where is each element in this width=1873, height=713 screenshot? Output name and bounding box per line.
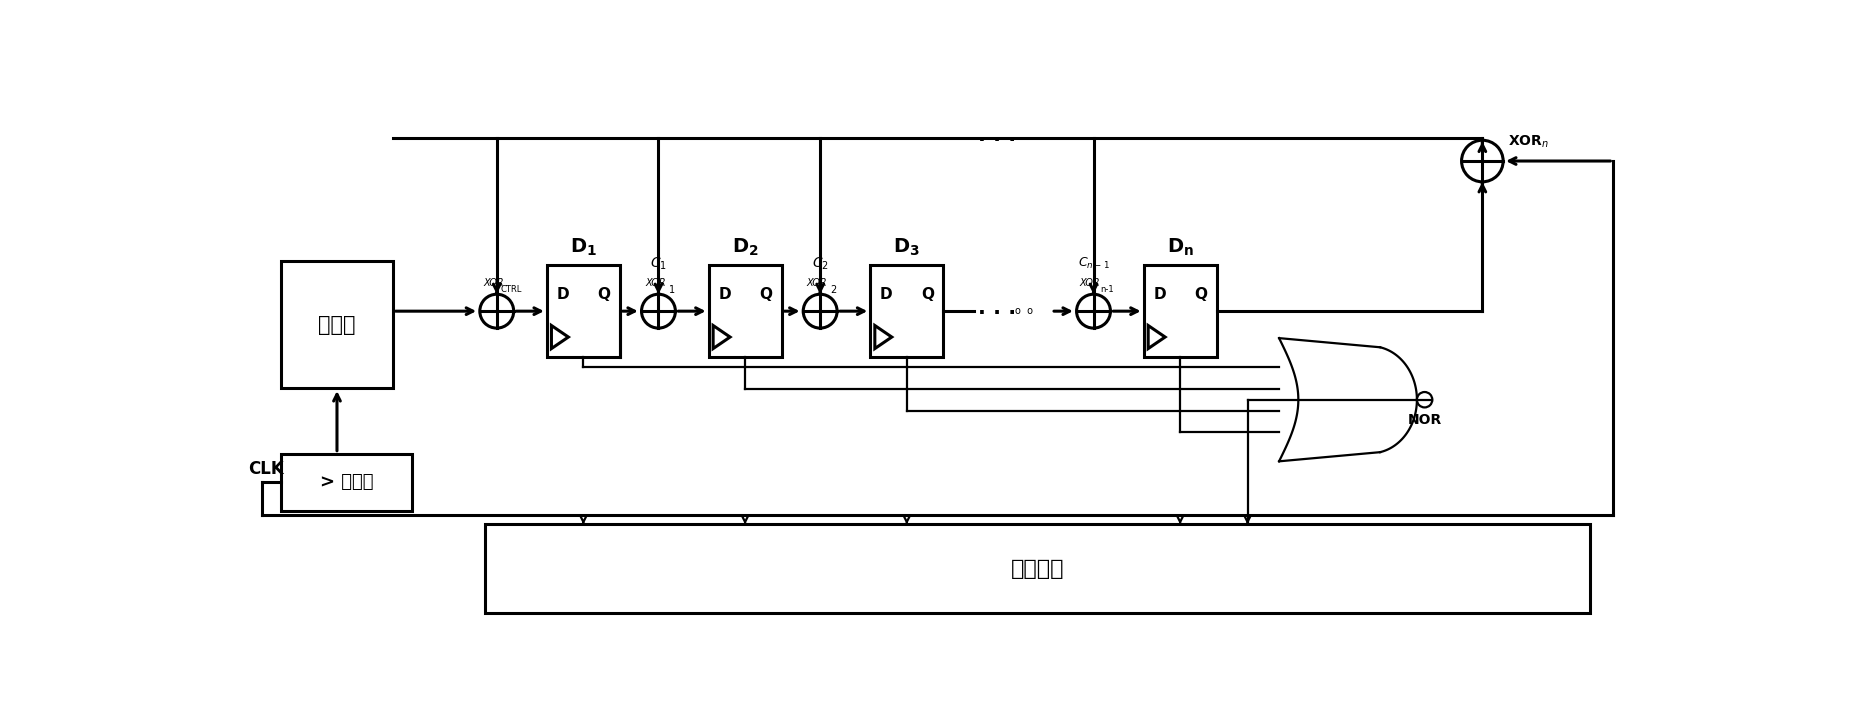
Text: $\mathbf{D_3}$: $\mathbf{D_3}$ bbox=[893, 237, 920, 258]
Text: CTRL: CTRL bbox=[500, 285, 523, 294]
Text: XOR$_n$: XOR$_n$ bbox=[1508, 133, 1549, 150]
Text: CLK: CLK bbox=[247, 460, 285, 478]
Text: D: D bbox=[880, 287, 893, 302]
Bar bbox=[485, 525, 1590, 613]
Text: > 计数器: > 计数器 bbox=[320, 473, 373, 491]
Bar bbox=[281, 261, 393, 388]
Text: Q: Q bbox=[922, 287, 935, 302]
Bar bbox=[708, 265, 781, 357]
Text: D: D bbox=[556, 287, 569, 302]
Text: $C_{n-1}$: $C_{n-1}$ bbox=[1077, 256, 1109, 271]
Text: D: D bbox=[717, 287, 730, 302]
Text: XOR: XOR bbox=[483, 279, 504, 289]
Text: $C_1$: $C_1$ bbox=[650, 255, 667, 272]
Text: . . .: . . . bbox=[978, 298, 1017, 318]
Text: $C_2$: $C_2$ bbox=[811, 255, 828, 272]
Text: Q: Q bbox=[597, 287, 611, 302]
Text: XOR: XOR bbox=[1079, 279, 1099, 289]
Text: Q: Q bbox=[1195, 287, 1206, 302]
Text: XOR: XOR bbox=[807, 279, 828, 289]
Text: o  o: o o bbox=[1015, 306, 1034, 316]
Bar bbox=[1144, 265, 1217, 357]
Bar bbox=[871, 265, 944, 357]
Bar bbox=[281, 453, 412, 511]
Text: D: D bbox=[1154, 287, 1167, 302]
Text: 存储器: 存储器 bbox=[318, 314, 356, 334]
Text: NOR: NOR bbox=[1407, 413, 1442, 427]
Text: XOR: XOR bbox=[644, 279, 665, 289]
Text: 被测电路: 被测电路 bbox=[1011, 559, 1064, 579]
Text: n-1: n-1 bbox=[1099, 285, 1113, 294]
Text: Q: Q bbox=[759, 287, 772, 302]
Text: $\mathbf{D_1}$: $\mathbf{D_1}$ bbox=[569, 237, 597, 258]
Text: . . .: . . . bbox=[978, 125, 1017, 145]
Text: $\mathbf{D_n}$: $\mathbf{D_n}$ bbox=[1167, 237, 1193, 258]
Text: 1: 1 bbox=[669, 284, 674, 294]
Text: $\mathbf{D_2}$: $\mathbf{D_2}$ bbox=[732, 237, 759, 258]
Text: 2: 2 bbox=[830, 284, 837, 294]
Bar bbox=[547, 265, 620, 357]
